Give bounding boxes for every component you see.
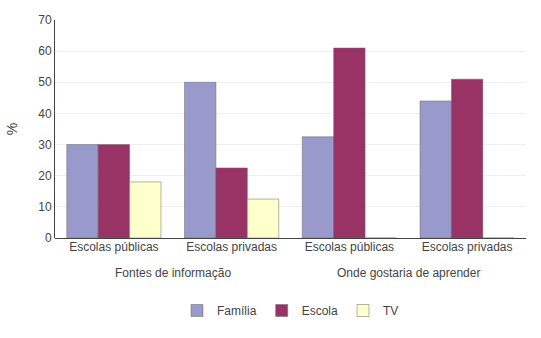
svg-text:Escolas públicas: Escolas públicas <box>69 240 158 254</box>
svg-text:40: 40 <box>38 107 52 121</box>
svg-text:50: 50 <box>38 75 52 89</box>
svg-text:Onde gostaria de aprender: Onde gostaria de aprender <box>337 266 480 280</box>
svg-text:Escolas públicas: Escolas públicas <box>305 240 394 254</box>
svg-text:%: % <box>4 123 20 135</box>
svg-text:TV: TV <box>383 304 398 318</box>
svg-text:0: 0 <box>45 231 52 245</box>
svg-text:60: 60 <box>38 44 52 58</box>
svg-text:Escola: Escola <box>302 304 338 318</box>
svg-text:Família: Família <box>217 304 257 318</box>
svg-text:10: 10 <box>38 200 52 214</box>
svg-text:Escolas privadas: Escolas privadas <box>422 240 513 254</box>
svg-text:20: 20 <box>38 169 52 183</box>
svg-text:Escolas privadas: Escolas privadas <box>186 240 277 254</box>
svg-text:Fontes de informação: Fontes de informação <box>115 266 231 280</box>
svg-text:70: 70 <box>38 13 52 27</box>
svg-text:30: 30 <box>38 138 52 152</box>
